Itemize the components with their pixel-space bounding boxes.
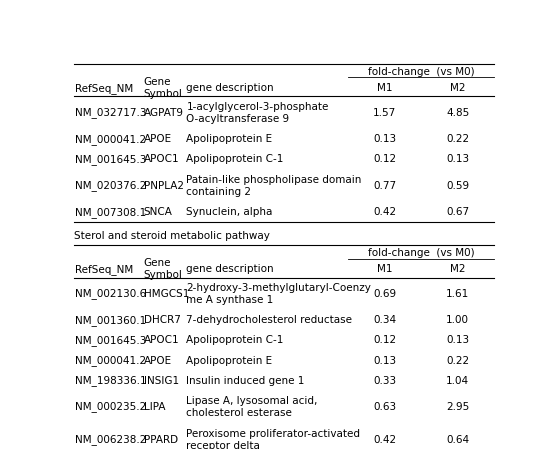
- Text: Lipase A, lysosomal acid,
cholesterol esterase: Lipase A, lysosomal acid, cholesterol es…: [187, 396, 318, 418]
- Text: fold-change  (vs M0): fold-change (vs M0): [368, 248, 475, 258]
- Text: NM_198336.1: NM_198336.1: [75, 375, 146, 386]
- Text: NM_007308.1: NM_007308.1: [75, 207, 146, 218]
- Text: Apolipoprotein C-1: Apolipoprotein C-1: [187, 335, 284, 345]
- Text: 0.13: 0.13: [447, 335, 469, 345]
- Text: Apolipoprotein E: Apolipoprotein E: [187, 134, 273, 144]
- Text: APOC1: APOC1: [143, 335, 179, 345]
- Text: NM_020376.2: NM_020376.2: [75, 180, 146, 191]
- Text: HMGCS1: HMGCS1: [143, 289, 189, 299]
- Text: M2: M2: [450, 264, 465, 274]
- Text: AGPAT9: AGPAT9: [143, 108, 183, 118]
- Text: Sterol and steroid metabolic pathway: Sterol and steroid metabolic pathway: [74, 231, 269, 241]
- Text: APOE: APOE: [143, 134, 172, 144]
- Text: 0.69: 0.69: [373, 289, 396, 299]
- Text: RefSeq_NM: RefSeq_NM: [75, 83, 133, 93]
- Text: DHCR7: DHCR7: [143, 316, 181, 326]
- Text: 7-dehydrocholesterol reductase: 7-dehydrocholesterol reductase: [187, 316, 352, 326]
- Text: 0.22: 0.22: [447, 134, 469, 144]
- Text: 2.95: 2.95: [446, 402, 469, 412]
- Text: Patain-like phospholipase domain
containing 2: Patain-like phospholipase domain contain…: [187, 175, 362, 197]
- Text: NM_002130.6: NM_002130.6: [75, 289, 146, 299]
- Text: 0.77: 0.77: [373, 181, 396, 191]
- Text: 0.34: 0.34: [373, 316, 396, 326]
- Text: 0.42: 0.42: [373, 435, 396, 445]
- Text: PPARD: PPARD: [143, 435, 178, 445]
- Text: Gene
Symbol: Gene Symbol: [143, 259, 182, 280]
- Text: 0.64: 0.64: [447, 435, 469, 445]
- Text: SNCA: SNCA: [143, 207, 172, 217]
- Text: NM_006238.2: NM_006238.2: [75, 435, 146, 445]
- Text: Apolipoprotein E: Apolipoprotein E: [187, 356, 273, 365]
- Text: M1: M1: [377, 83, 393, 93]
- Text: 0.33: 0.33: [373, 376, 396, 386]
- Text: Peroxisome proliferator-activated
receptor delta: Peroxisome proliferator-activated recept…: [187, 429, 361, 449]
- Text: 1-acylglycerol-3-phosphate
O-acyltransferase 9: 1-acylglycerol-3-phosphate O-acyltransfe…: [187, 102, 329, 123]
- Text: 0.13: 0.13: [373, 356, 396, 365]
- Text: Synuclein, alpha: Synuclein, alpha: [187, 207, 273, 217]
- Text: LIPA: LIPA: [143, 402, 165, 412]
- Text: 4.85: 4.85: [446, 108, 469, 118]
- Text: gene description: gene description: [187, 83, 274, 93]
- Text: NM_001645.3: NM_001645.3: [75, 335, 146, 346]
- Text: RefSeq_NM: RefSeq_NM: [75, 264, 133, 275]
- Text: INSIG1: INSIG1: [143, 376, 178, 386]
- Text: 0.12: 0.12: [373, 154, 396, 164]
- Text: NM_000041.2: NM_000041.2: [75, 134, 146, 145]
- Text: 0.63: 0.63: [373, 402, 396, 412]
- Text: M1: M1: [377, 264, 393, 274]
- Text: NM_032717.3: NM_032717.3: [75, 107, 146, 118]
- Text: 1.04: 1.04: [447, 376, 469, 386]
- Text: Apolipoprotein C-1: Apolipoprotein C-1: [187, 154, 284, 164]
- Text: 0.12: 0.12: [373, 335, 396, 345]
- Text: APOE: APOE: [143, 356, 172, 365]
- Text: NM_000041.2: NM_000041.2: [75, 355, 146, 366]
- Text: 2-hydroxy-3-methylglutaryl-Coenzy
me A synthase 1: 2-hydroxy-3-methylglutaryl-Coenzy me A s…: [187, 283, 371, 305]
- Text: Insulin induced gene 1: Insulin induced gene 1: [187, 376, 305, 386]
- Text: 0.13: 0.13: [447, 154, 469, 164]
- Text: 0.59: 0.59: [447, 181, 469, 191]
- Text: 0.13: 0.13: [373, 134, 396, 144]
- Text: NM_000235.2: NM_000235.2: [75, 401, 146, 413]
- Text: 0.67: 0.67: [447, 207, 469, 217]
- Text: M2: M2: [450, 83, 465, 93]
- Text: PNPLA2: PNPLA2: [143, 181, 183, 191]
- Text: Gene
Symbol: Gene Symbol: [143, 77, 182, 99]
- Text: NM_001360.1: NM_001360.1: [75, 315, 146, 326]
- Text: 0.42: 0.42: [373, 207, 396, 217]
- Text: 0.22: 0.22: [447, 356, 469, 365]
- Text: APOC1: APOC1: [143, 154, 179, 164]
- Text: fold-change  (vs M0): fold-change (vs M0): [368, 67, 475, 77]
- Text: gene description: gene description: [187, 264, 274, 274]
- Text: 1.61: 1.61: [446, 289, 469, 299]
- Text: 1.57: 1.57: [373, 108, 397, 118]
- Text: NM_001645.3: NM_001645.3: [75, 154, 146, 165]
- Text: 1.00: 1.00: [447, 316, 469, 326]
